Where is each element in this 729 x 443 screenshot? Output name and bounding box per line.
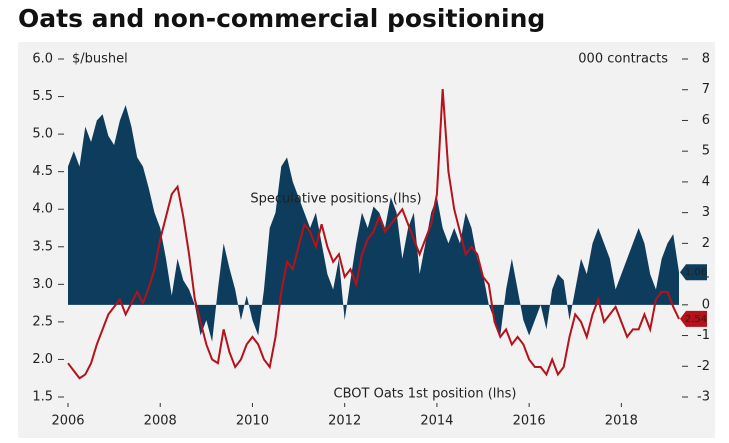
y-tick-label: 3.0 [32,277,53,292]
y2-tick-label: 3 [702,205,710,220]
last-value-label: 2.54 [685,314,707,325]
y-tick-label: 2.5 [32,314,53,329]
axis-unit: $/bushel [72,52,128,67]
y-tick-label: 5.0 [32,127,53,142]
y2-tick-label: 5 [702,144,710,159]
x-tick-label: 2014 [420,414,453,429]
y-tick-label: 5.5 [32,89,53,104]
y-tick-label: 4.5 [32,164,53,179]
x-tick-label: 2018 [605,414,638,429]
line [67,88,680,380]
x-tick-label: 2006 [51,414,84,429]
y2-tick-label: 6 [702,113,710,128]
x-tick-label: 2008 [144,414,177,429]
y2-tick-label: 4 [702,174,710,189]
series-label: CBOT Oats 1st position (lhs) [334,387,517,402]
chart-title: Oats and non-commercial positioning [18,4,545,33]
area [68,105,679,342]
last-value-badge [680,264,707,281]
x-tick-label: 2010 [236,414,269,429]
x-tick-label: 2012 [328,414,361,429]
y2-tick-label: 8 [702,52,710,67]
y2-tick-label: 2 [702,236,710,251]
y-tick-label: 3.5 [32,239,53,254]
last-value-badge [680,310,707,327]
y-tick-label: 6.0 [32,52,53,67]
y2-tick-label: -1 [697,328,710,343]
y-tick-label: 1.5 [32,390,53,405]
y2-tick-label: -3 [697,390,710,405]
y2-tick-label: 7 [702,82,710,97]
last-value-label: 1.06 [685,267,707,278]
y-tick-label: 4.0 [32,202,53,217]
series-label: Speculative positions (lhs) [250,192,421,207]
axis-unit: 000 contracts [578,52,668,67]
x-tick-label: 2016 [513,414,546,429]
y2-tick-label: 0 [702,297,710,312]
y-tick-label: 2.0 [32,352,53,367]
y2-tick-label: -2 [697,359,710,374]
